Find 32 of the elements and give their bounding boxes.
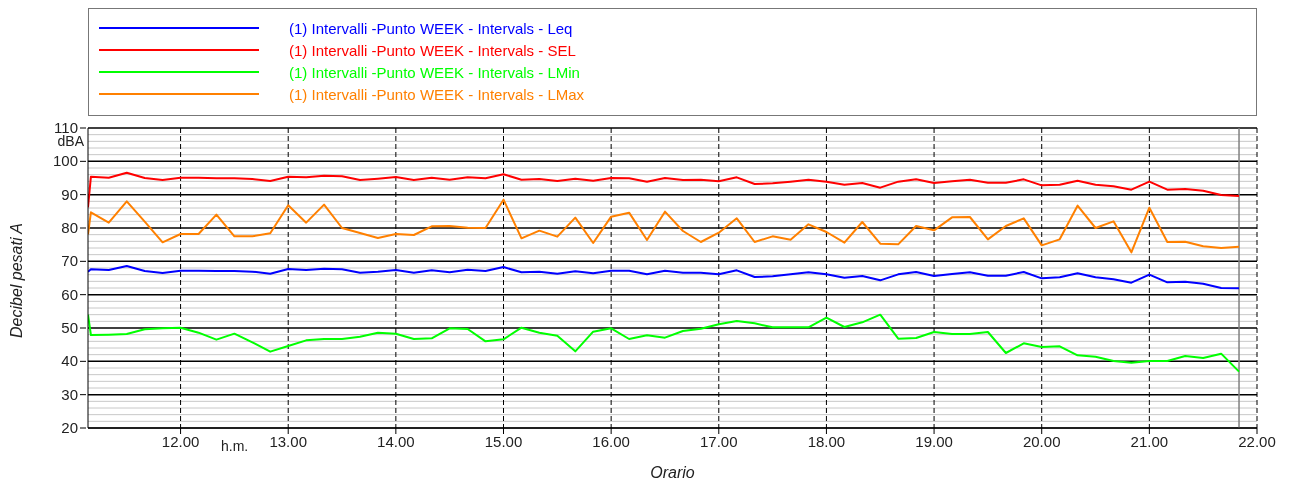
y-tick-label: 110 (54, 119, 78, 136)
x-tick-label: 20.00 (1022, 432, 1061, 450)
x-tick-label: 18.00 (807, 432, 846, 450)
y-tick-label: 40 (61, 352, 78, 370)
text: h.m. (221, 438, 249, 454)
x-tick-label: 14.00 (377, 432, 415, 450)
y-tick-label: 30 (61, 385, 78, 403)
x-tick-label: 22.00 (1238, 432, 1276, 450)
text: (1) Intervalli -Punto WEEK - Intervals - SEL (289, 41, 576, 59)
y-tick-label: 90 (61, 185, 78, 203)
y-tick-label: 80 (61, 219, 78, 236)
text: (1) Intervalli -Punto WEEK - Intervals - LMin (289, 63, 580, 81)
y-tick-label: 20 (61, 419, 78, 436)
line-series (88, 313, 1241, 373)
y-tick-label: 100 (52, 152, 78, 170)
text: dBA (56, 133, 84, 149)
x-tick-label: 12.00 (161, 432, 200, 450)
line-series (88, 265, 1241, 290)
text: (1) Intervalli -Punto WEEK - Intervals - LMax (289, 85, 585, 103)
x-axis-title: Orario (650, 464, 695, 481)
text: (1) Intervalli -Punto WEEK - Intervals - Leq (289, 19, 573, 37)
y-tick-label: 50 (61, 319, 78, 336)
y-tick-label: 70 (61, 252, 78, 270)
x-tick-label: 17.00 (700, 432, 738, 450)
x-tick-label: 15.00 (484, 432, 523, 450)
x-tick-label: 21.00 (1130, 432, 1169, 450)
x-tick-label: 19.00 (915, 432, 953, 450)
y-axis-title: Decibel pesati A (7, 222, 25, 338)
x-tick-label: 13.00 (269, 432, 307, 450)
y-tick-label: 60 (61, 285, 78, 303)
line-series (88, 198, 1241, 254)
x-tick-label: 16.00 (592, 432, 630, 450)
